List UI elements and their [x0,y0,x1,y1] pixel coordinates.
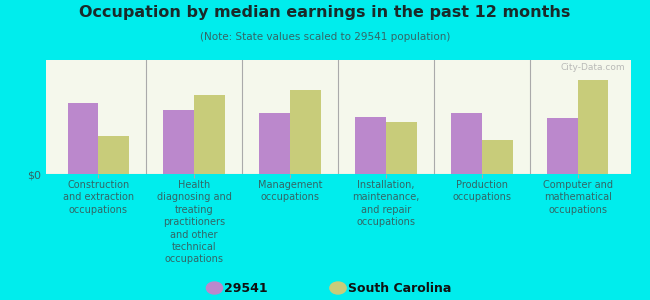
Bar [68,103,98,174]
Bar [163,110,194,174]
Bar [356,116,386,174]
Text: South Carolina: South Carolina [348,281,451,295]
Text: Construction
and extraction
occupations: Construction and extraction occupations [62,180,134,215]
Bar [482,140,513,174]
Text: Occupation by median earnings in the past 12 months: Occupation by median earnings in the pas… [79,4,571,20]
Text: (Note: State values scaled to 29541 population): (Note: State values scaled to 29541 popu… [200,32,450,41]
Bar [259,112,290,174]
Text: Health
diagnosing and
treating
practitioners
and other
technical
occupations: Health diagnosing and treating practitio… [157,180,231,264]
Text: Installation,
maintenance,
and repair
occupations: Installation, maintenance, and repair oc… [352,180,420,227]
Text: Computer and
mathematical
occupations: Computer and mathematical occupations [543,180,613,215]
Bar [386,122,417,174]
Bar [290,90,320,174]
Text: Production
occupations: Production occupations [452,180,512,203]
Bar [98,136,129,174]
Bar [547,118,578,174]
Bar [194,95,225,174]
Bar [451,112,482,174]
Text: 29541: 29541 [224,281,268,295]
Bar [578,80,608,174]
Text: Management
occupations: Management occupations [258,180,322,203]
Text: City-Data.com: City-Data.com [560,63,625,72]
